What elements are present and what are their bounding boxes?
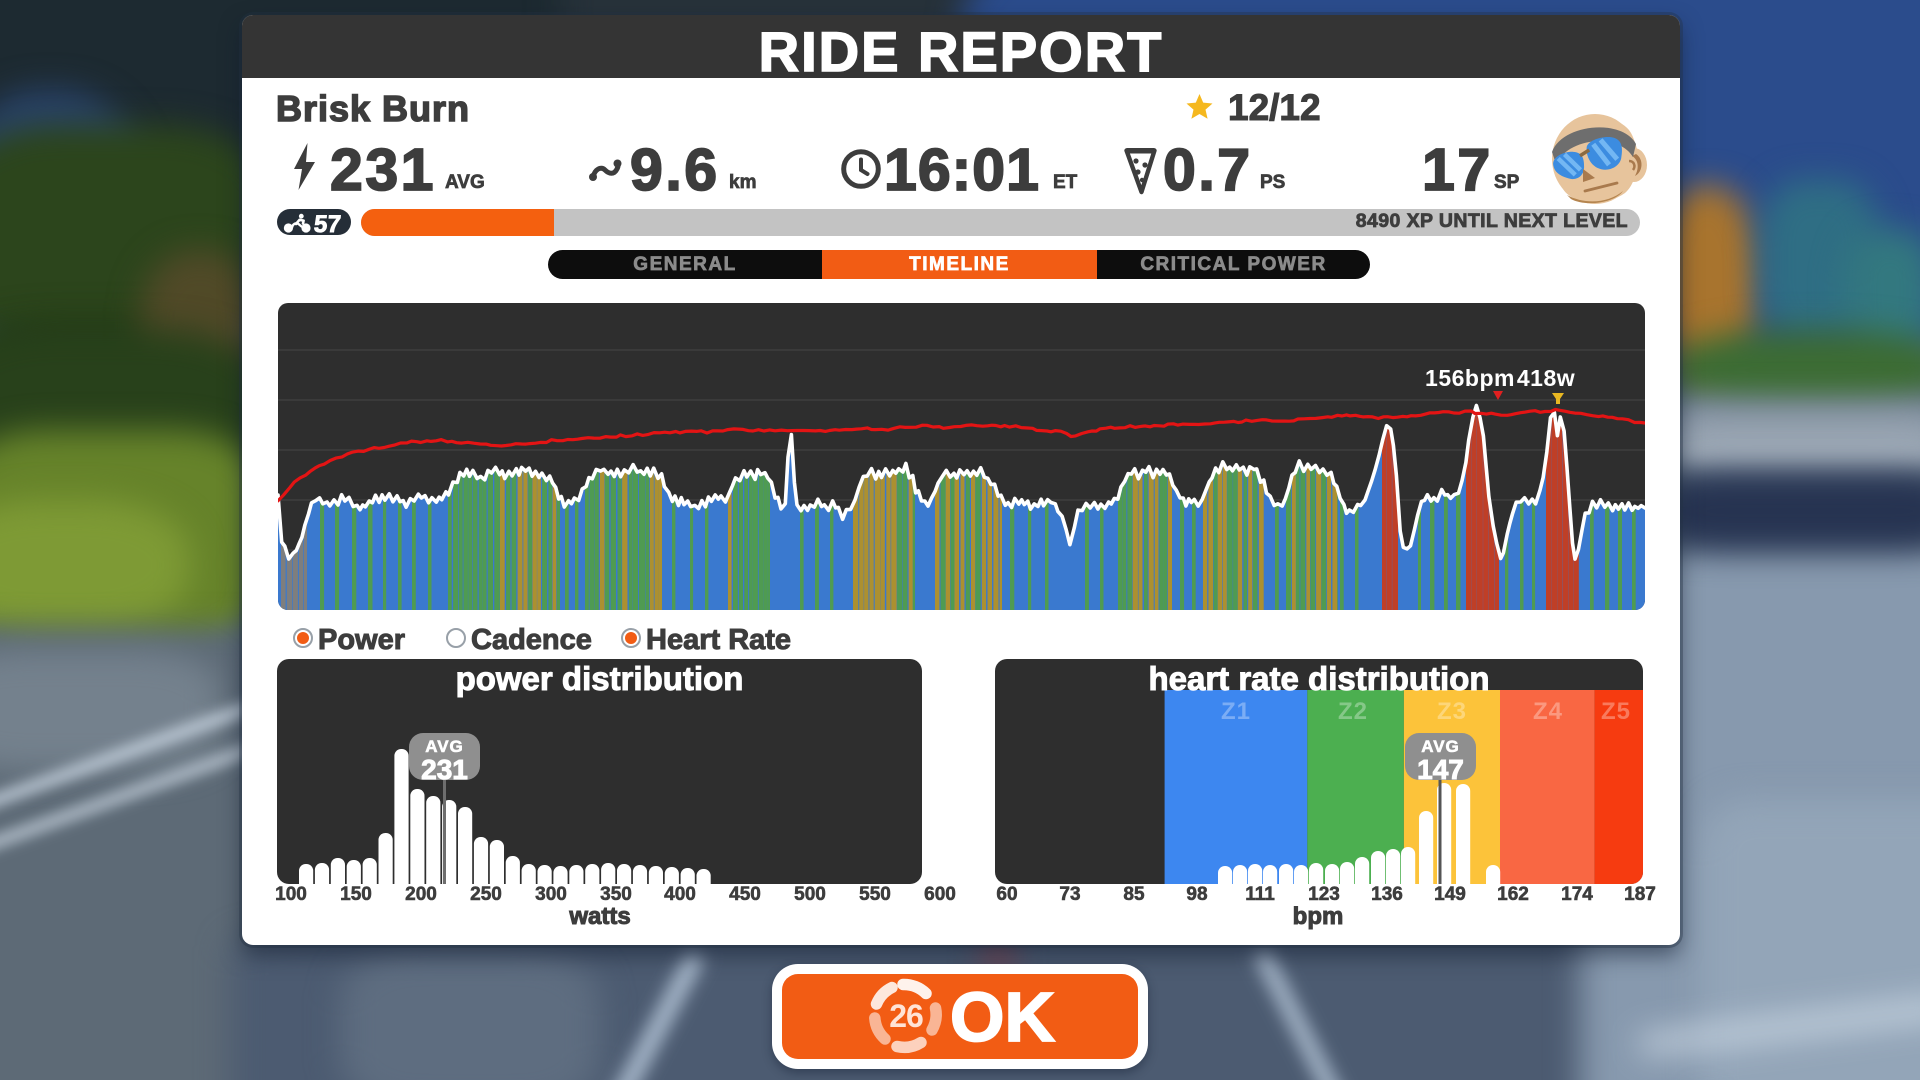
- svg-text:26: 26: [889, 998, 923, 1034]
- svg-text:156bpm: 156bpm: [1425, 365, 1515, 391]
- svg-text:Z5: Z5: [1601, 698, 1631, 725]
- svg-text:418w: 418w: [1517, 365, 1575, 391]
- svg-text:Z4: Z4: [1533, 698, 1563, 725]
- svg-text:Z2: Z2: [1338, 698, 1368, 725]
- svg-text:Z3: Z3: [1437, 698, 1467, 725]
- svg-text:Z1: Z1: [1221, 698, 1251, 725]
